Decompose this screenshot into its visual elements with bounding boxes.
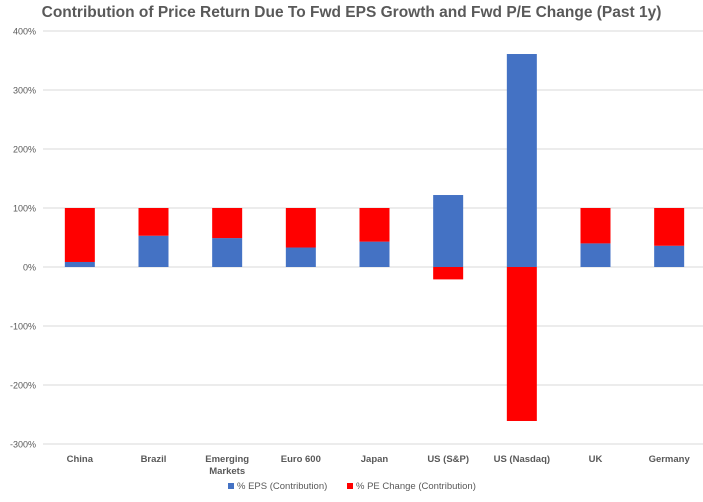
y-tick-label: -100% <box>10 322 36 332</box>
x-tick-label: Japan <box>361 454 389 465</box>
bar-eps <box>212 238 243 267</box>
x-tick-label: Emerging <box>205 454 249 465</box>
bar-eps <box>285 247 316 267</box>
bar-eps <box>433 195 464 267</box>
y-tick-label: 300% <box>13 86 36 96</box>
legend-swatch <box>347 483 353 489</box>
x-tick-label: Euro 600 <box>281 454 321 465</box>
bar-pe <box>285 208 316 248</box>
bar-eps <box>64 261 95 267</box>
x-tick-label: Germany <box>649 454 691 465</box>
bar-eps <box>506 54 537 268</box>
chart-title: Contribution of Price Return Due To Fwd … <box>41 4 662 21</box>
y-tick-label: 100% <box>13 204 36 214</box>
legend-label: % PE Change (Contribution) <box>356 481 476 492</box>
x-tick-label: China <box>67 454 94 465</box>
bar-pe <box>580 208 611 244</box>
y-tick-label: -300% <box>10 440 36 450</box>
bar-eps <box>359 241 390 267</box>
bar-eps <box>580 243 611 267</box>
bar-pe <box>654 208 685 246</box>
x-tick-label: US (S&P) <box>427 454 469 465</box>
y-tick-label: 0% <box>23 263 36 273</box>
bar-pe <box>138 208 169 236</box>
bar-pe <box>433 267 464 280</box>
y-tick-label: -200% <box>10 381 36 391</box>
legend-label: % EPS (Contribution) <box>237 481 327 492</box>
bar-pe <box>506 267 537 421</box>
x-tick-label: Brazil <box>141 454 167 465</box>
bar-eps <box>138 235 169 267</box>
x-tick-label: UK <box>589 454 603 465</box>
x-tick-label: Markets <box>209 466 245 477</box>
y-tick-label: 400% <box>13 27 36 37</box>
legend-swatch <box>228 483 234 489</box>
bar-pe <box>212 208 243 239</box>
bar-eps <box>654 245 685 267</box>
x-tick-label: US (Nasdaq) <box>494 454 550 465</box>
bar-pe <box>64 208 95 262</box>
y-tick-label: 200% <box>13 145 36 155</box>
bar-pe <box>359 208 390 242</box>
